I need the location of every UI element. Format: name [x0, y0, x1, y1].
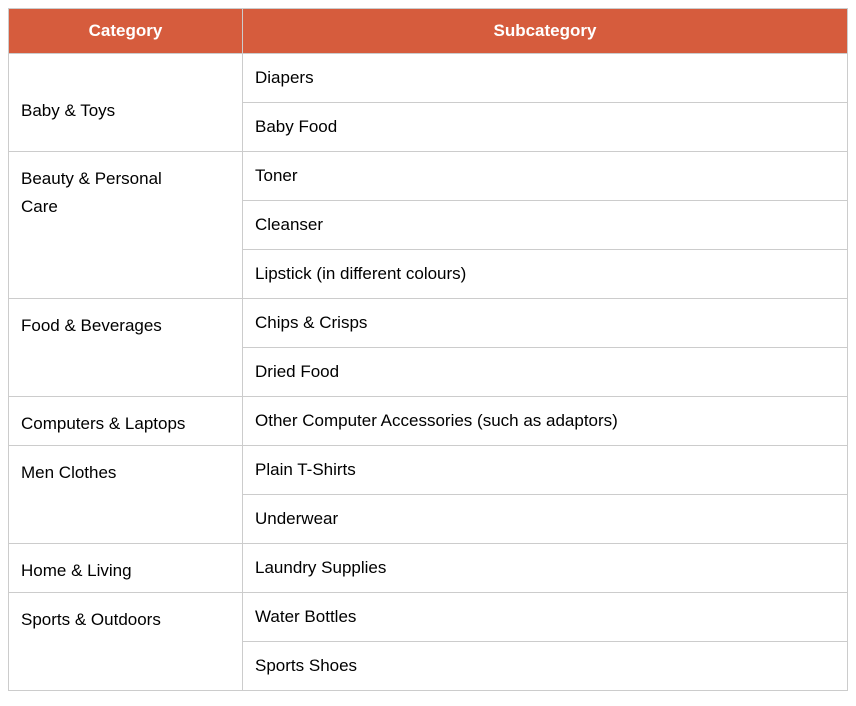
subcategory-cell: Diapers [242, 53, 848, 103]
subcategory-cell: Underwear [242, 494, 848, 544]
subcategory-cell: Toner [242, 151, 848, 201]
table-row: Underwear [9, 494, 848, 544]
category-cell: Sports & Outdoors [8, 592, 243, 691]
subcategory-cell: Dried Food [242, 347, 848, 397]
subcategory-column-header: Subcategory [242, 8, 848, 54]
category-label: Sports & Outdoors [21, 610, 161, 629]
subcategory-cell: Chips & Crisps [242, 298, 848, 348]
table-row: Home & Living Laundry Supplies [8, 543, 848, 593]
subcategory-cell: Plain T-Shirts [242, 445, 848, 495]
table-row: Baby & Toys Diapers [8, 53, 848, 152]
category-label: Men Clothes [21, 463, 117, 482]
category-cell: Beauty & Personal Care [8, 151, 243, 299]
table-row: Dried Food [9, 347, 848, 397]
header-row: Category Subcategory [8, 8, 848, 54]
category-subcategory-table: Category Subcategory Baby & Toys Diapers… [8, 8, 848, 691]
category-cell: Computers & Laptops [8, 396, 243, 446]
table-row: Men Clothes Plain T-Shirts [8, 445, 848, 544]
category-cell: Baby & Toys [8, 53, 243, 152]
category-cell: Men Clothes [8, 445, 243, 544]
table-row: Food & Beverages Chips & Crisps [8, 298, 848, 397]
table-row: Cleanser [9, 200, 848, 250]
table-row: Sports & Outdoors Water Bottles [8, 592, 848, 691]
category-label: Baby & Toys [21, 101, 116, 120]
subcategory-cell: Water Bottles [242, 592, 848, 642]
category-label: Home & Living [21, 561, 132, 580]
table-row: Sports Shoes [9, 641, 848, 691]
table-row: Computers & Laptops Other Computer Acces… [8, 396, 848, 446]
subcategory-cell: Laundry Supplies [242, 543, 848, 593]
subcategory-cell: Sports Shoes [242, 641, 848, 691]
category-label: Beauty & Personal Care [21, 169, 162, 216]
table-row: Beauty & Personal Care Toner [8, 151, 848, 299]
subcategory-cell: Lipstick (in different colours) [242, 249, 848, 299]
category-cell: Food & Beverages [8, 298, 243, 397]
category-label: Computers & Laptops [21, 414, 186, 433]
subcategory-cell: Cleanser [242, 200, 848, 250]
subcategory-cell: Other Computer Accessories (such as adap… [242, 396, 848, 446]
subcategory-cell: Baby Food [242, 102, 848, 152]
table-row: Baby Food [9, 102, 848, 152]
category-cell: Home & Living [8, 543, 243, 593]
category-label: Food & Beverages [21, 316, 162, 335]
category-column-header: Category [8, 8, 243, 54]
